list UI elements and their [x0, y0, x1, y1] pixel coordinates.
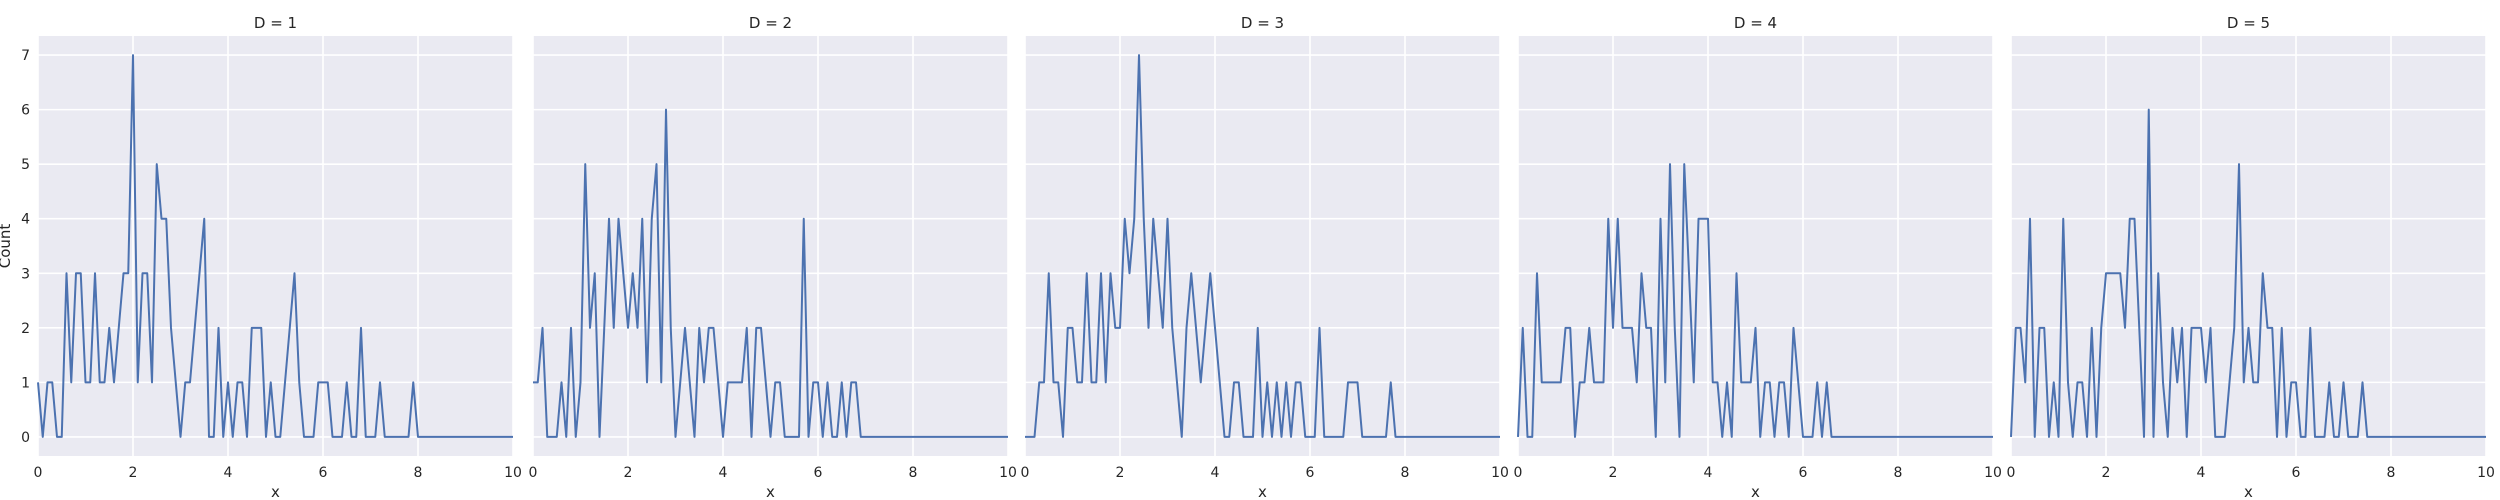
x-tick-label: 8	[1894, 465, 1903, 481]
y-tick-label: 6	[21, 103, 30, 119]
facet-panel-3: D = 3 0 2 4 6 8 10 x	[1021, 14, 1509, 500]
x-tick-label: 10	[504, 465, 522, 481]
x-tick-label: 0	[1514, 465, 1523, 481]
x-tick-label: 4	[1704, 465, 1713, 481]
x-tick-label: 10	[999, 465, 1017, 481]
y-axis-label: Count	[0, 224, 14, 269]
x-tick-label: 0	[529, 465, 538, 481]
x-tick-label: 2	[129, 465, 138, 481]
x-tick-label: 10	[1984, 465, 2002, 481]
x-tick-label: 2	[624, 465, 633, 481]
count-series-line	[1517, 163, 1993, 438]
facet-title: D = 4	[1734, 14, 1777, 32]
x-tick-label: 2	[1116, 465, 1125, 481]
facet-panel-4: D = 4 0 2 4 6 8 10 x	[1514, 14, 2002, 500]
count-series-line	[533, 108, 1008, 438]
y-tick-label: 7	[21, 48, 30, 64]
count-series-line	[37, 54, 513, 438]
facet-title: D = 5	[2227, 14, 2270, 32]
x-axis-label: x	[1751, 483, 1760, 500]
x-tick-label: 8	[2387, 465, 2396, 481]
x-tick-label: 8	[414, 465, 423, 481]
x-tick-label: 2	[2102, 465, 2111, 481]
x-tick-label: 0	[1021, 465, 1030, 481]
x-tick-label: 2	[1609, 465, 1618, 481]
facet-panel-5: D = 5 0 2 4 6 8 10 x	[2007, 14, 2495, 500]
facet-title: D = 1	[254, 14, 297, 32]
y-tick-label: 5	[21, 157, 30, 173]
x-tick-label: 4	[2197, 465, 2206, 481]
x-tick-label: 6	[814, 465, 823, 481]
facet-panel-1: D = 1 0 2 4 6 8 10 x 0 1 2 3 4 5 6 7	[21, 14, 522, 500]
y-tick-label: 3	[21, 266, 30, 282]
x-tick-label: 0	[34, 465, 43, 481]
y-tick-label: 2	[21, 321, 30, 337]
count-series-line	[2010, 108, 2486, 438]
x-tick-label: 10	[1491, 465, 1509, 481]
plot-background	[1518, 36, 1993, 456]
x-axis-label: x	[2244, 483, 2253, 500]
y-tick-label: 4	[21, 212, 30, 228]
x-axis-label: x	[766, 483, 775, 500]
x-tick-label: 4	[224, 465, 233, 481]
x-tick-label: 4	[719, 465, 728, 481]
x-axis-label: x	[271, 483, 280, 500]
y-tick-label: 1	[21, 375, 30, 391]
plot-background	[533, 36, 1008, 456]
plot-background	[38, 36, 513, 456]
x-tick-label: 6	[1799, 465, 1808, 481]
count-series-line	[1025, 54, 1500, 438]
x-tick-label: 6	[2292, 465, 2301, 481]
x-tick-label: 8	[1401, 465, 1410, 481]
facet-title: D = 3	[1241, 14, 1284, 32]
plot-background	[1025, 36, 1500, 456]
x-tick-label: 6	[319, 465, 328, 481]
x-tick-label: 4	[1211, 465, 1220, 481]
x-tick-label: 6	[1306, 465, 1315, 481]
x-tick-label: 8	[909, 465, 918, 481]
y-tick-label: 0	[21, 430, 30, 446]
facet-panel-2: D = 2 0 2 4 6 8 10 x	[529, 14, 1017, 500]
x-tick-label: 10	[2477, 465, 2495, 481]
facet-title: D = 2	[749, 14, 792, 32]
x-tick-label: 0	[2007, 465, 2016, 481]
x-axis-label: x	[1258, 483, 1267, 500]
